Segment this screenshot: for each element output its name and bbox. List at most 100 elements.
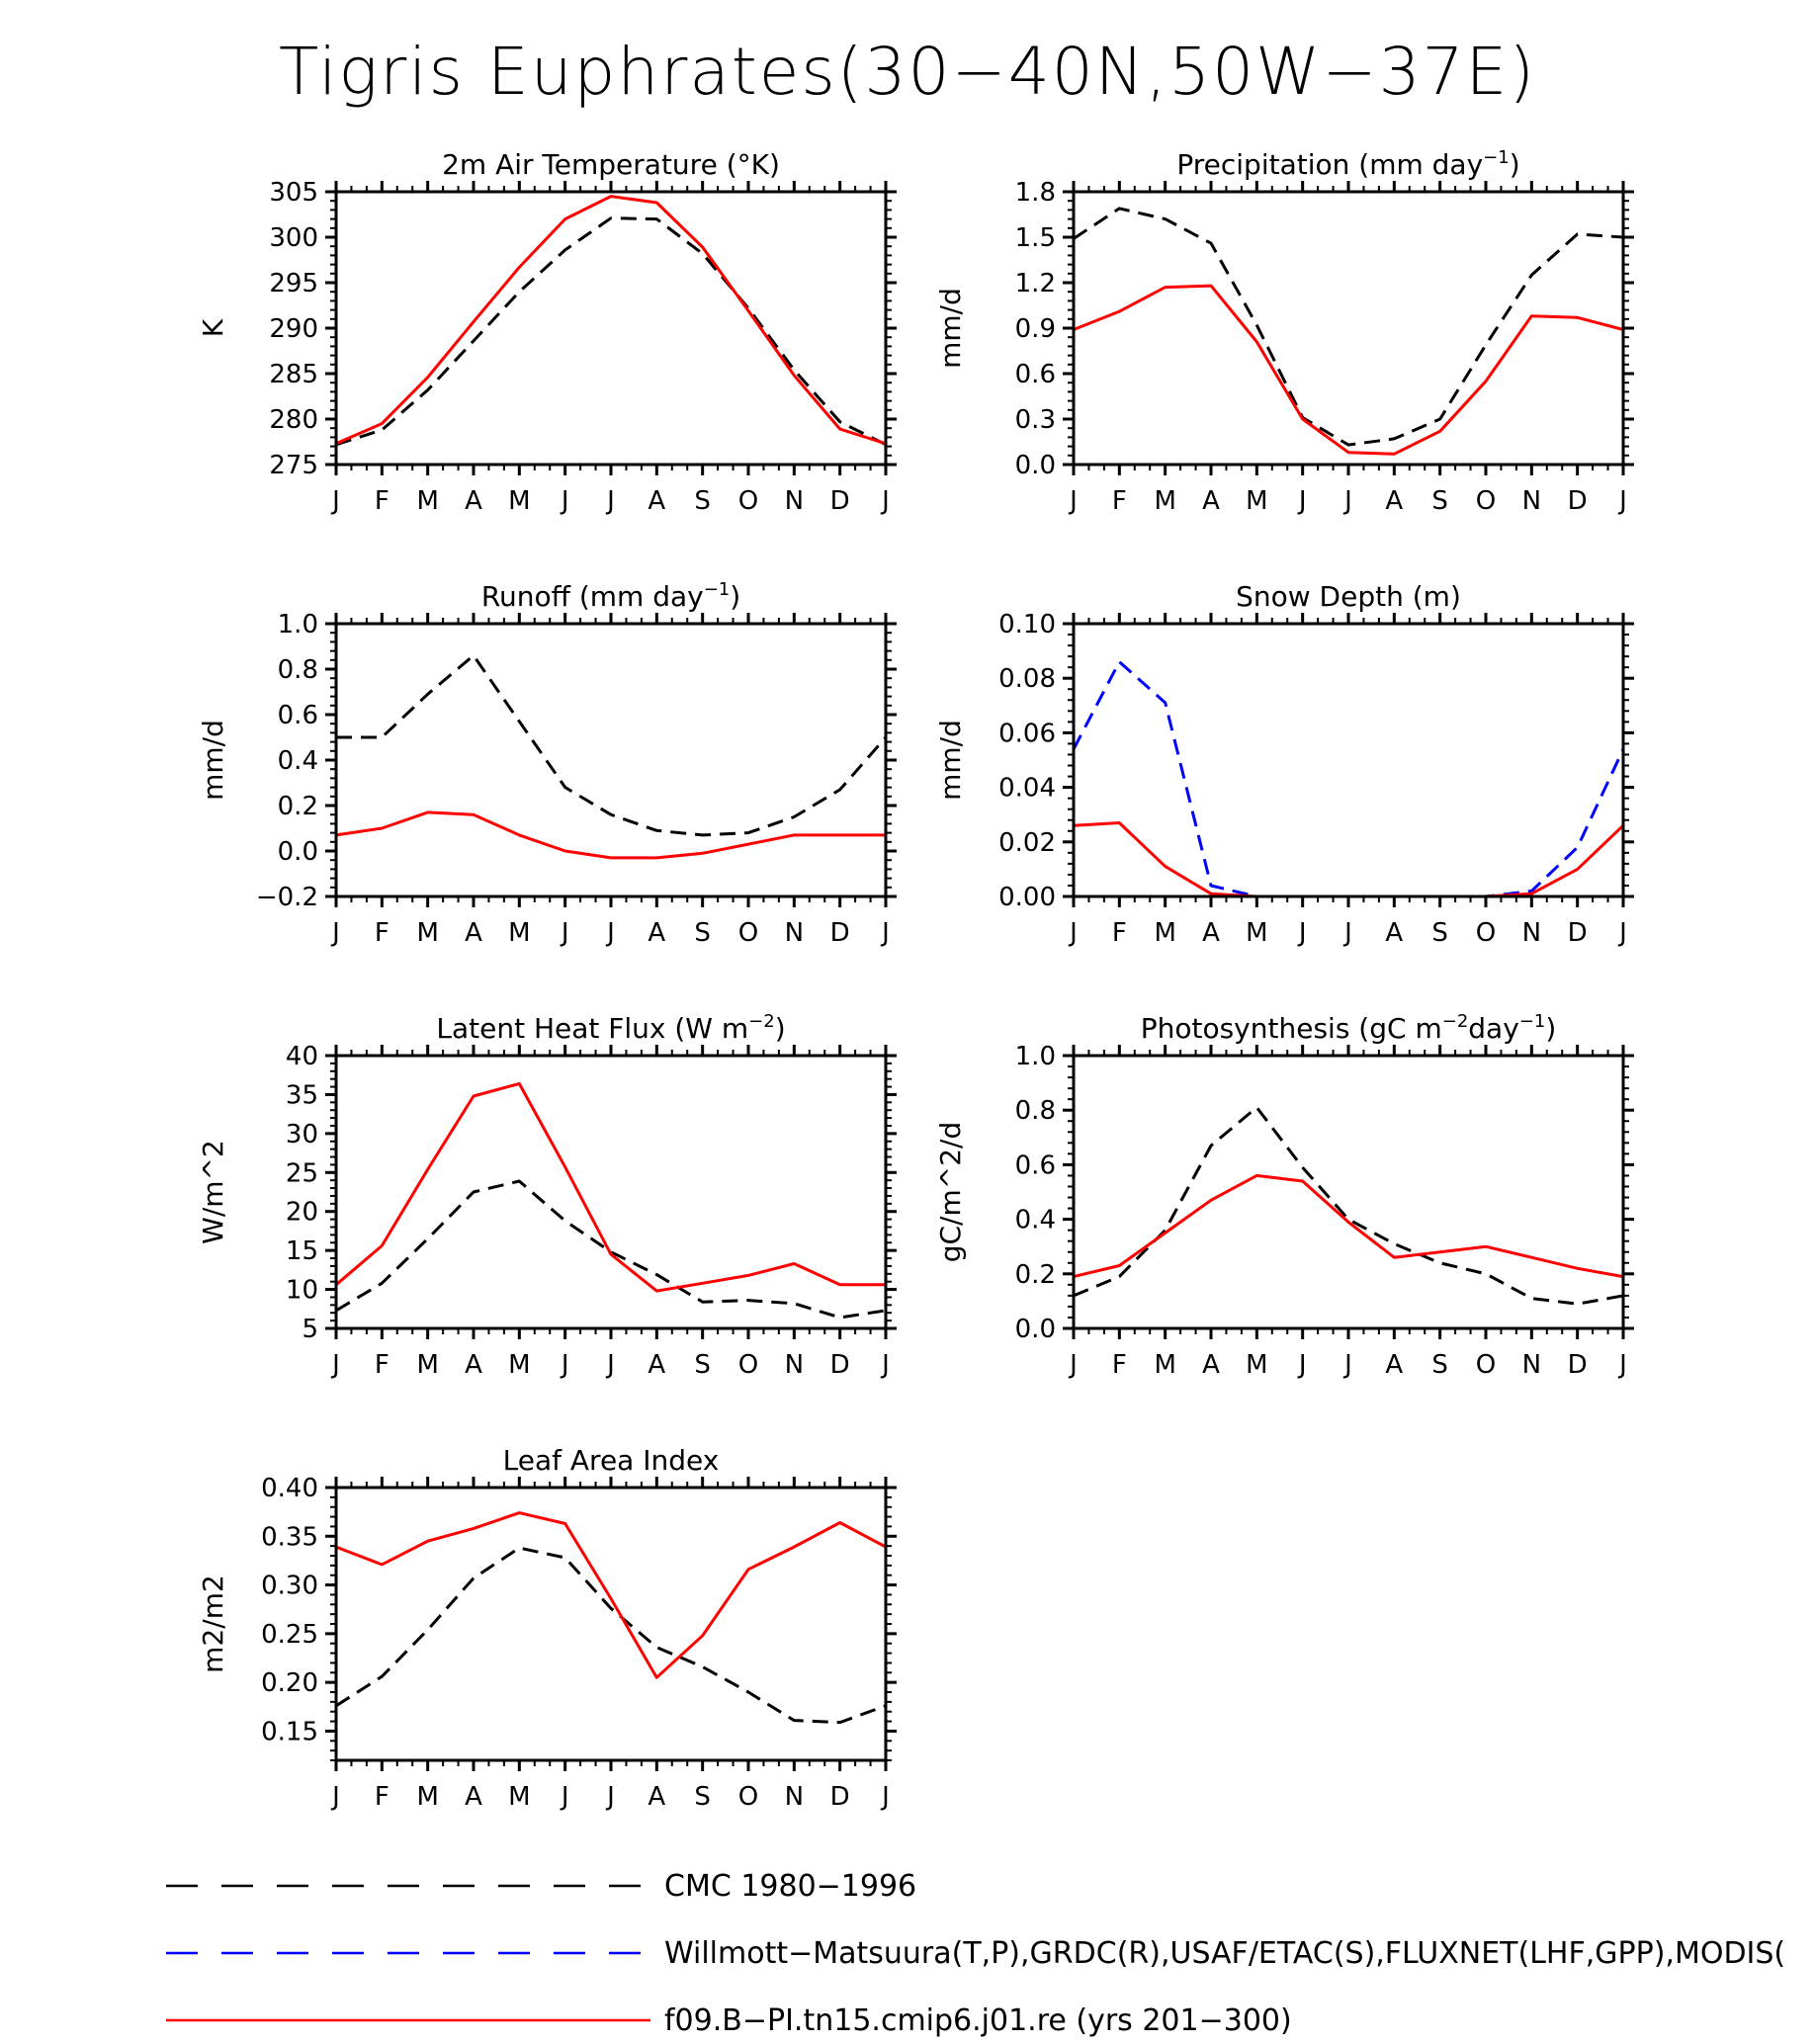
y-tick-label: 0.8 — [278, 655, 318, 685]
y-tick-label: 0.0 — [278, 837, 318, 867]
x-tick-label: A — [465, 1782, 482, 1812]
y-tick-label: 0.20 — [261, 1668, 318, 1698]
panel-2: J F M A M J J A S O N D J0.00.30.60.91.21.51.8Precip… — [934, 147, 1634, 516]
y-tick-label: 0.2 — [278, 792, 318, 821]
title-superscript: −1 — [704, 579, 731, 600]
x-tick-label: N — [785, 918, 804, 948]
x-tick-label: D — [830, 486, 850, 516]
legend-label-cmc: CMC 1980−1996 — [664, 1869, 916, 1904]
y-tick-label: 305 — [269, 178, 318, 208]
x-tick-label: M — [1246, 486, 1267, 516]
y-tick-label: −0.2 — [256, 883, 318, 912]
x-tick-label: A — [465, 1350, 482, 1380]
x-tick-label: M — [508, 918, 530, 948]
x-tick-label: J — [330, 486, 340, 516]
plot-frame — [1072, 622, 1625, 898]
series-line-model — [1073, 821, 1625, 898]
y-tick-label: 0.2 — [1015, 1260, 1056, 1290]
y-tick-label: 0.35 — [261, 1522, 318, 1552]
x-tick-label: A — [465, 486, 482, 516]
y-axis-label: mm/d — [934, 720, 967, 801]
series-line-model — [335, 1511, 887, 1679]
x-tick-label: J — [1617, 486, 1627, 516]
title-superscript: −1 — [1519, 1011, 1546, 1032]
panel-7: J F M A M J J A S O N D J0.150.200.250.300.350.40Lea… — [197, 1444, 897, 1812]
x-tick-label: J — [1297, 486, 1307, 516]
y-tick-label: 5 — [302, 1315, 318, 1344]
y-axis-label: K — [197, 318, 229, 337]
title-text: Photosynthesis (gC m — [1141, 1012, 1442, 1045]
x-tick-label: M — [508, 1350, 530, 1380]
x-tick-label: D — [830, 1782, 850, 1812]
legend-label-obs: Willmott−Matsuura(T,P),GRDC(R),USAF/ETAC… — [664, 1936, 1785, 1971]
y-tick-label: 300 — [269, 223, 318, 253]
x-tick-label: S — [694, 1350, 711, 1380]
y-tick-label: 0.6 — [1015, 1150, 1056, 1180]
x-tick-label: S — [1431, 918, 1448, 948]
title-text: Latent Heat Flux (W m — [436, 1012, 748, 1045]
x-tick-label: J — [1297, 918, 1307, 948]
x-tick-label: A — [1202, 486, 1220, 516]
x-tick-label: F — [1112, 486, 1127, 516]
plot-frame — [334, 622, 888, 898]
x-tick-label: J — [880, 1350, 890, 1380]
y-tick-label: 0.04 — [998, 774, 1056, 804]
y-tick-label: 0.3 — [1015, 405, 1056, 435]
title-text: ) — [1545, 1012, 1556, 1045]
y-tick-label: 25 — [286, 1158, 318, 1188]
series-line-model — [1073, 284, 1624, 456]
x-tick-label: N — [785, 1350, 804, 1380]
x-tick-label: D — [1568, 486, 1588, 516]
x-tick-label: N — [1522, 486, 1541, 516]
y-tick-label: 295 — [269, 269, 318, 298]
series-line-cmc — [335, 1546, 887, 1725]
series-line-cmc — [335, 216, 887, 447]
x-tick-label: J — [1342, 486, 1352, 516]
x-tick-label: A — [648, 1782, 665, 1812]
x-tick-label: F — [375, 1782, 389, 1812]
x-tick-label: A — [1385, 486, 1403, 516]
x-tick-label: J — [330, 1782, 340, 1812]
x-tick-label: D — [830, 918, 850, 948]
y-tick-label: 1.2 — [1015, 269, 1056, 298]
y-tick-label: 275 — [269, 451, 318, 480]
x-tick-label: M — [416, 918, 438, 948]
y-tick-label: 0.9 — [1015, 314, 1056, 344]
x-tick-label: J — [605, 918, 615, 948]
x-tick-label: O — [738, 1782, 758, 1812]
series-line-model — [335, 195, 887, 446]
x-tick-label: J — [330, 918, 340, 948]
title-text: day — [1468, 1012, 1519, 1045]
title-text: Precipitation (mm day — [1176, 148, 1483, 181]
y-tick-label: 10 — [286, 1276, 318, 1306]
x-tick-label: A — [465, 918, 482, 948]
y-tick-label: 0.4 — [1015, 1206, 1056, 1235]
x-tick-label: O — [738, 486, 758, 516]
title-text: Runoff (mm day — [481, 580, 704, 613]
y-tick-label: 0.0 — [1015, 1315, 1056, 1344]
x-tick-label: M — [416, 1350, 438, 1380]
x-tick-label: J — [330, 1350, 340, 1380]
y-tick-label: 0.6 — [1015, 360, 1056, 389]
x-tick-label: S — [1431, 486, 1448, 516]
x-tick-label: M — [508, 1782, 530, 1812]
x-tick-label: J — [1068, 486, 1078, 516]
panel-title: Photosynthesis (gC m−2day−1) — [1141, 1011, 1557, 1045]
x-tick-label: A — [1385, 918, 1403, 948]
panel-6: J F M A M J J A S O N D J0.00.20.40.60.81.0Photosynt… — [934, 1011, 1634, 1380]
x-tick-label: F — [1112, 918, 1127, 948]
y-tick-label: 20 — [286, 1198, 318, 1228]
panel-3: J F M A M J J A S O N D J−0.20.00.20.40.60.81.0Runof… — [197, 579, 897, 948]
x-tick-label: J — [560, 918, 569, 948]
y-axis-label: mm/d — [197, 720, 229, 801]
x-tick-label: M — [416, 486, 438, 516]
plot-frame — [1072, 1054, 1625, 1330]
y-axis-label: W/m^2 — [197, 1140, 229, 1244]
x-tick-label: S — [694, 486, 711, 516]
x-tick-label: O — [1476, 486, 1496, 516]
x-tick-label: F — [1112, 1350, 1127, 1380]
series-line-cmc — [335, 1179, 887, 1320]
x-tick-label: A — [648, 918, 665, 948]
x-tick-label: D — [1568, 918, 1588, 948]
legend: CMC 1980−1996 Willmott−Matsuura(T,P),GRDC… — [166, 1869, 1785, 2038]
